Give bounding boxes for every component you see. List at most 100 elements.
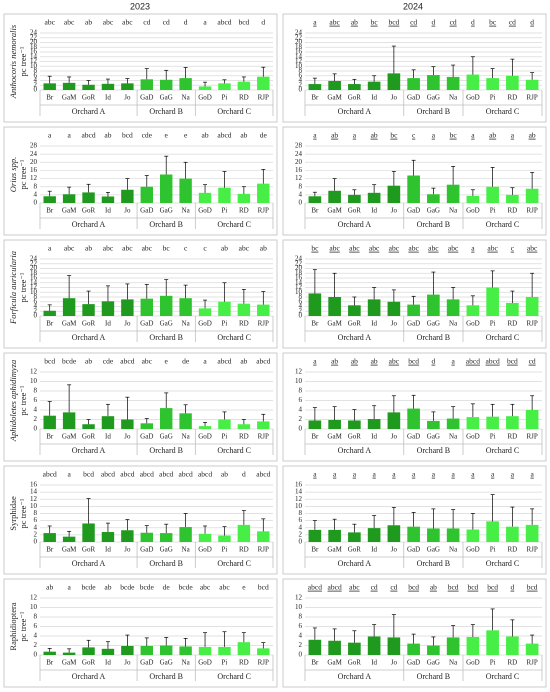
significance-letter: abc (64, 244, 75, 253)
bar (82, 304, 95, 316)
x-tick-label: Id (105, 207, 111, 215)
y-tick-label: 4 (299, 302, 303, 310)
x-tick-label: RJP (526, 94, 537, 102)
x-tick-label: Br (311, 207, 319, 215)
bar (446, 528, 460, 542)
bar (198, 86, 212, 90)
significance-letter: bcd (238, 18, 249, 27)
y-tick-label: 12 (30, 594, 38, 602)
significance-letter: d (432, 18, 436, 27)
significance-letter: abcd (256, 470, 270, 479)
significance-letter: a (313, 131, 317, 140)
significance-letter: de (163, 583, 171, 592)
y-axis-unit: pc tree⁻¹ (18, 498, 28, 528)
panel-frame (282, 578, 547, 688)
bar (62, 194, 76, 203)
x-tick-label: GaD (407, 320, 420, 328)
x-tick-label: RD (508, 433, 518, 441)
significance-letter: abcd (466, 357, 480, 366)
x-tick-label: Na (182, 546, 191, 554)
bar (198, 533, 212, 542)
significance-letter: abcd (198, 470, 212, 479)
x-tick-label: GaD (407, 207, 420, 215)
x-tick-label: Na (182, 207, 191, 215)
bar (387, 185, 401, 203)
significance-letter: d (511, 583, 515, 592)
x-tick-label: RJP (258, 207, 269, 215)
significance-letter: abc (349, 244, 360, 253)
significance-letter: bcd (448, 583, 459, 592)
significance-letter: a (432, 470, 436, 479)
y-tick-label: 0 (299, 199, 303, 207)
y-tick-label: 8 (299, 613, 303, 621)
bar (506, 302, 519, 316)
significance-letter: a (313, 470, 317, 479)
group-label: Orchard C (217, 559, 251, 568)
bar (179, 178, 192, 203)
x-tick-label: Br (311, 546, 319, 554)
significance-letter: a (451, 357, 455, 366)
significance-letter: abc (103, 18, 114, 27)
x-tick-label: RJP (526, 320, 537, 328)
significance-letter: ab (240, 357, 247, 366)
significance-letter: ab (260, 244, 267, 253)
x-tick-label: GaM (62, 546, 77, 554)
bar (466, 636, 480, 655)
x-tick-label: Jo (391, 207, 398, 215)
significance-letter: bcde (140, 583, 155, 592)
significance-letter: a (471, 244, 475, 253)
x-tick-label: Id (371, 320, 377, 328)
significance-letter: bcd (467, 583, 478, 592)
bar (348, 194, 361, 203)
significance-letter: a (67, 470, 71, 479)
bar (140, 645, 154, 655)
panel-frame (282, 352, 547, 462)
y-tick-label: 0 (299, 86, 303, 94)
bar (466, 529, 480, 542)
group-label: Orchard A (338, 446, 372, 455)
bar (506, 526, 519, 542)
bar (257, 304, 270, 316)
bar (62, 652, 76, 655)
significance-letter: e (184, 131, 188, 140)
x-tick-label: GoR (348, 546, 362, 554)
y-tick-label: 20 (30, 264, 38, 272)
significance-letter: abc (239, 244, 250, 253)
bar (486, 630, 499, 655)
significance-letter: bcd (487, 583, 498, 592)
y-tick-label: 8 (34, 293, 38, 301)
group-label: Orchard B (149, 672, 183, 681)
y-tick-label: 10 (295, 502, 303, 510)
group-label: Orchard B (149, 220, 183, 229)
bar (43, 415, 56, 429)
y-tick-label: 12 (30, 283, 38, 291)
significance-letter: bc (450, 131, 458, 140)
bar (506, 636, 519, 655)
x-tick-label: RD (239, 207, 249, 215)
y-tick-label: 6 (299, 71, 303, 79)
bar (308, 293, 322, 316)
significance-letter: ab (529, 131, 536, 140)
y-axis-label: Syrphidae (8, 496, 18, 531)
bar (407, 304, 420, 316)
significance-letter: bcd (258, 583, 269, 592)
bar (62, 412, 76, 429)
bar (328, 190, 341, 203)
x-tick-label: GoR (82, 320, 96, 328)
group-label: Orchard A (72, 220, 106, 229)
bar (466, 74, 480, 90)
x-tick-label: GaG (160, 94, 173, 102)
x-tick-label: GaG (160, 207, 173, 215)
significance-letter: a (451, 470, 455, 479)
bar (466, 195, 480, 203)
x-tick-label: GaG (427, 320, 440, 328)
x-tick-label: GaM (327, 207, 342, 215)
bar (121, 299, 134, 316)
x-tick-label: Na (449, 433, 458, 441)
x-tick-label: Br (46, 546, 54, 554)
significance-letter: cd (390, 583, 397, 592)
y-tick-label: 12 (30, 57, 38, 65)
bar (427, 75, 440, 90)
x-tick-label: GaG (427, 94, 440, 102)
